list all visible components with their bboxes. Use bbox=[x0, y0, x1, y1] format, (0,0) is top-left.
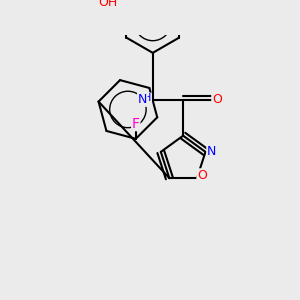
Text: F: F bbox=[132, 117, 140, 130]
Text: N: N bbox=[138, 93, 147, 106]
Text: H: H bbox=[143, 93, 152, 103]
Text: O: O bbox=[212, 93, 222, 106]
Text: N: N bbox=[207, 146, 216, 158]
Text: OH: OH bbox=[98, 0, 118, 9]
Text: O: O bbox=[197, 169, 207, 182]
